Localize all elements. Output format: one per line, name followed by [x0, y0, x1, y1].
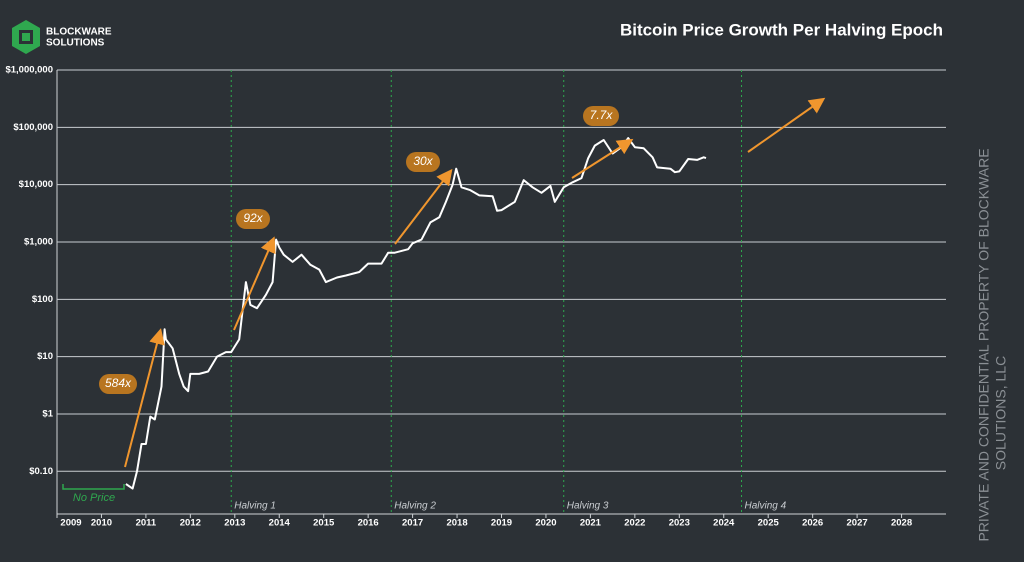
annotation: 584x: [105, 376, 132, 390]
halving-label: Halving 1: [234, 501, 276, 512]
arrow: [394, 168, 453, 245]
x-tick-label: 2020: [535, 518, 556, 529]
y-tick-label: $0.10: [29, 466, 53, 477]
arrow: [124, 328, 165, 468]
y-tick-label: $10: [37, 351, 53, 362]
x-tick-label: 2028: [891, 518, 912, 529]
x-tick-label: 2026: [802, 518, 823, 529]
x-tick-label: 2022: [624, 518, 645, 529]
halving-label: Halving 4: [745, 501, 787, 512]
x-tick-label: 2024: [713, 518, 735, 529]
x-tick-label: 2015: [313, 518, 335, 529]
no-price-label: No Price: [73, 492, 115, 504]
plot: $0.10 $1 $10 $100 $1,000 $10,000 $100,000 $1,00…: [5, 65, 946, 529]
x-tick-label: 2023: [669, 518, 690, 529]
y-tick-label: $100: [32, 294, 53, 305]
annotation: 7.7x: [590, 108, 614, 122]
x-tick-label: 2010: [91, 518, 112, 529]
brand-line: BLOCKWARE: [46, 27, 112, 38]
arrow: [747, 97, 826, 153]
brand-line: SOLUTIONS: [46, 38, 105, 49]
annotation-box: [406, 152, 440, 172]
watermark-line: PRIVATE AND CONFIDENTIAL PROPERTY OF BLO…: [976, 148, 992, 541]
x-tick-label: 2019: [491, 518, 512, 529]
price-line: [125, 137, 707, 490]
x-tick-label: 2027: [847, 518, 868, 529]
logo: BLOCKWARE SOLUTIONS: [12, 20, 112, 54]
watermark-line: SOLUTIONS, LLC: [993, 356, 1009, 470]
watermark: PRIVATE AND CONFIDENTIAL PROPERTY OF BLO…: [976, 148, 1009, 541]
annotation-box: [99, 374, 137, 394]
annotation-box: [236, 209, 270, 229]
annotation: 30x: [413, 154, 433, 168]
no-price-bracket: [62, 484, 125, 490]
y-tick-label: $1: [42, 408, 53, 419]
x-tick-label: 2011: [136, 518, 157, 529]
halving-label: Halving 2: [394, 501, 436, 512]
annotation-box: [583, 106, 619, 126]
x-tick-label: 2018: [446, 518, 467, 529]
x-tick-label: 2021: [580, 518, 602, 529]
x-tick-label: 2013: [224, 518, 245, 529]
x-tick-label: 2012: [180, 518, 201, 529]
annotation: 92x: [243, 211, 263, 225]
arrow: [571, 138, 634, 179]
annotations: 584x 92x 30x 7.7x No Price: [62, 97, 826, 504]
arrow: [233, 236, 276, 331]
chart-title: Bitcoin Price Growth Per Halving Epoch: [620, 20, 943, 39]
y-tick-label: $100,000: [13, 122, 53, 133]
x-tick-label: 2014: [269, 518, 291, 529]
y-tick-label: $1,000: [24, 237, 53, 248]
y-tick-label: $1,000,000: [5, 65, 53, 76]
y-tick-label: $10,000: [19, 179, 53, 190]
halving-label: Halving 3: [567, 501, 609, 512]
x-tick-label: 2009: [60, 518, 81, 529]
x-tick-label: 2016: [358, 518, 379, 529]
x-tick-label: 2017: [402, 518, 423, 529]
x-tick-label: 2025: [758, 518, 780, 529]
